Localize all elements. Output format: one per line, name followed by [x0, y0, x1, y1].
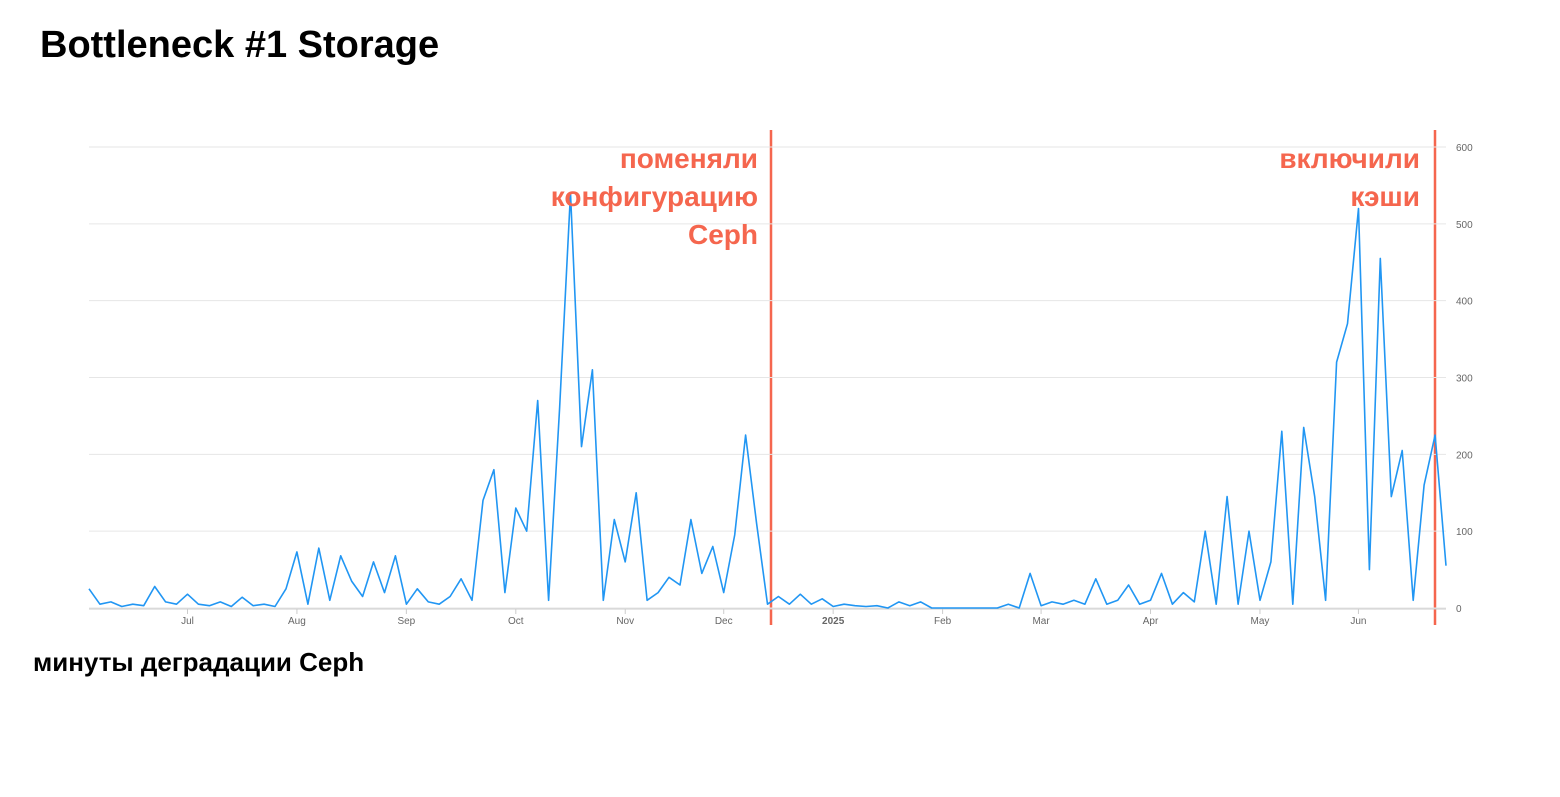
- annotation-text: включили: [1279, 143, 1420, 174]
- x-tick-label: Jul: [181, 616, 194, 627]
- y-tick-label: 100: [1456, 527, 1473, 538]
- y-tick-label: 500: [1456, 220, 1473, 231]
- x-tick-label: 2025: [822, 616, 845, 627]
- y-tick-label: 200: [1456, 450, 1473, 461]
- x-tick-label: Feb: [934, 616, 952, 627]
- x-tick-label: May: [1251, 616, 1270, 627]
- slide-title: Bottleneck #1 Storage: [40, 24, 439, 66]
- chart-caption: минуты деградации Ceph: [33, 647, 364, 677]
- data-line: [88, 192, 1447, 609]
- y-tick-label: 300: [1456, 374, 1473, 385]
- x-tick-label: Sep: [397, 616, 415, 627]
- annotation-text: поменяли: [620, 143, 758, 174]
- y-tick-label: 400: [1456, 297, 1473, 308]
- y-tick-label: 600: [1456, 143, 1473, 154]
- x-tick-label: Mar: [1032, 616, 1050, 627]
- x-tick-label: Apr: [1143, 616, 1159, 627]
- x-tick-label: Jun: [1350, 616, 1366, 627]
- y-tick-label: 0: [1456, 604, 1462, 615]
- x-tick-label: Nov: [616, 616, 634, 627]
- x-tick-label: Aug: [288, 616, 306, 627]
- annotation-text: конфигурацию: [551, 181, 758, 212]
- x-tick-label: Dec: [715, 616, 733, 627]
- x-tick-label: Oct: [508, 616, 524, 627]
- annotation-text: кэши: [1350, 181, 1420, 212]
- annotation-text: Ceph: [688, 219, 758, 250]
